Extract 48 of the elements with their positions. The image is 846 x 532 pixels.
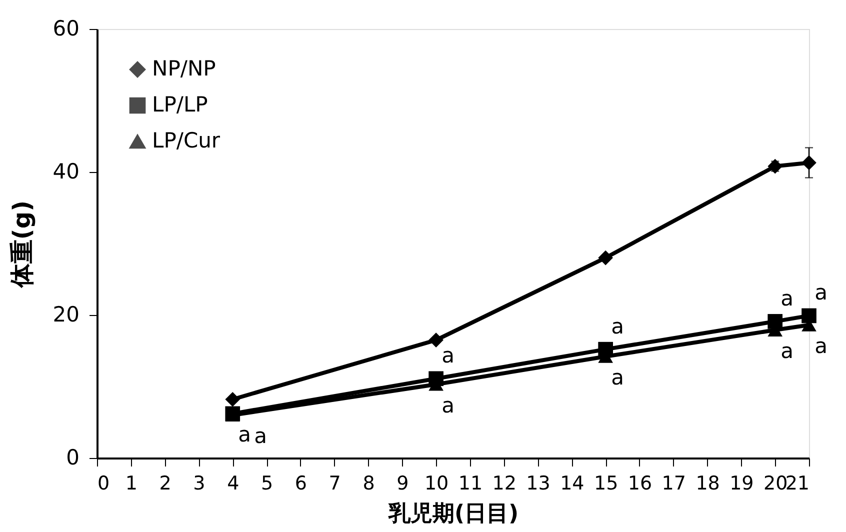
x-tick-label: 2 xyxy=(159,472,172,494)
x-tick-label: 6 xyxy=(294,472,307,494)
x-tick-label: 7 xyxy=(328,472,341,494)
x-tick-label: 12 xyxy=(492,472,516,494)
point xyxy=(598,250,613,266)
annotation: a xyxy=(780,339,794,364)
x-tick-label: 1 xyxy=(125,472,138,494)
annotation: a xyxy=(442,393,454,418)
annotation: a xyxy=(611,314,624,338)
annotation: a xyxy=(442,344,454,368)
x-tick-label: 19 xyxy=(730,472,754,494)
point xyxy=(768,158,783,174)
x-tick-label: 15 xyxy=(594,472,618,494)
y-tick-label: 60 xyxy=(52,16,80,40)
x-tick-label: 21 xyxy=(785,472,810,494)
legend-label: NP/NP xyxy=(152,56,216,80)
annotation: a xyxy=(814,280,828,305)
x-tick-label: 9 xyxy=(396,472,409,494)
annotation: a xyxy=(780,286,794,310)
annotation: a xyxy=(238,422,252,447)
point xyxy=(225,392,240,407)
point xyxy=(428,332,444,348)
y-axis-title: 体重(g) xyxy=(8,200,36,289)
annotation: a xyxy=(254,424,268,448)
x-tick-label: 10 xyxy=(424,472,449,494)
y-tick-label: 20 xyxy=(52,302,80,326)
x-axis-title: 乳児期(日目) xyxy=(387,502,519,526)
x-tick-label: 13 xyxy=(526,472,550,494)
legend-label: LP/LP xyxy=(152,92,208,116)
point xyxy=(768,314,783,329)
x-tick-label: 11 xyxy=(458,472,483,494)
x-tick-label: 16 xyxy=(628,472,652,494)
annotation: a xyxy=(814,334,828,358)
y-tick-label: 0 xyxy=(66,446,80,470)
x-tick-label: 5 xyxy=(260,472,274,494)
x-tick-label: 18 xyxy=(696,472,720,494)
x-tick-label: 20 xyxy=(764,472,788,494)
point xyxy=(802,155,816,170)
x-tick-label: 14 xyxy=(560,472,584,494)
x-tick-label: 4 xyxy=(227,472,240,494)
x-tick-label: 3 xyxy=(193,472,206,494)
legend-label: LP/Cur xyxy=(152,128,220,152)
x-tick-label: 8 xyxy=(362,472,375,494)
point xyxy=(802,308,816,324)
x-tick-label: 0 xyxy=(98,472,110,494)
annotation: a xyxy=(611,365,624,390)
y-tick-label: 40 xyxy=(52,160,80,184)
x-tick-label: 17 xyxy=(662,472,686,494)
